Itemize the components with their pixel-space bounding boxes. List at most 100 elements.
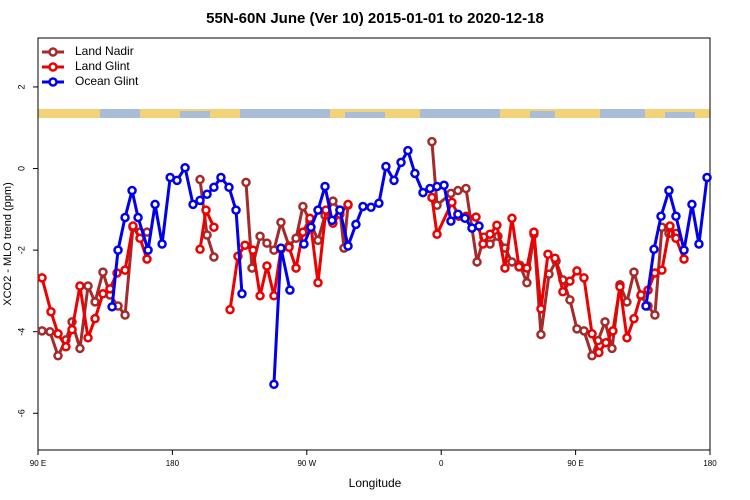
point: [240, 240, 250, 250]
point: [335, 205, 345, 215]
point: [485, 229, 495, 239]
point: [128, 221, 138, 231]
point: [522, 263, 532, 273]
point: [67, 324, 77, 335]
point: [447, 197, 457, 208]
point: [650, 310, 660, 320]
x-tick-label: 90 E: [567, 459, 583, 468]
point: [306, 222, 316, 233]
series-line: [244, 182, 350, 270]
point: [679, 254, 689, 264]
point: [671, 233, 681, 244]
point: [98, 289, 108, 299]
point: [262, 261, 272, 271]
point: [195, 244, 205, 255]
point: [255, 231, 265, 241]
point: [195, 174, 205, 185]
point: [231, 205, 241, 215]
point: [202, 189, 212, 199]
point: [188, 199, 198, 210]
point: [209, 252, 219, 262]
point: [241, 177, 251, 188]
point: [320, 181, 330, 192]
point: [507, 213, 517, 224]
point: [418, 187, 428, 198]
point: [284, 242, 294, 253]
series: [107, 145, 712, 390]
point: [120, 310, 130, 320]
point: [608, 326, 618, 336]
point: [216, 172, 226, 183]
point: [601, 337, 611, 348]
point: [474, 221, 484, 231]
point: [143, 245, 153, 255]
point: [133, 212, 143, 223]
point: [195, 195, 205, 206]
legend-marker: [48, 77, 58, 87]
point: [313, 205, 323, 215]
point: [75, 343, 85, 354]
point: [471, 212, 481, 222]
point: [522, 278, 532, 288]
chart-title: 55N-60N June (Ver 10) 2015-01-01 to 2020…: [206, 10, 544, 27]
point: [664, 185, 674, 196]
point: [269, 379, 279, 390]
point: [37, 273, 47, 283]
point: [374, 198, 384, 208]
point: [656, 211, 666, 222]
point: [492, 220, 502, 230]
point: [665, 221, 675, 231]
point: [579, 326, 589, 336]
point: [600, 317, 610, 327]
point: [453, 209, 463, 219]
point: [120, 212, 130, 223]
point: [327, 215, 337, 226]
point: [276, 217, 286, 228]
land-ocean-strip: [38, 109, 710, 118]
point: [291, 233, 301, 244]
point: [446, 216, 456, 226]
point: [514, 262, 524, 272]
point: [453, 185, 463, 196]
point: [657, 265, 667, 275]
point: [61, 342, 71, 352]
point: [343, 199, 353, 210]
point: [629, 313, 639, 324]
point: [172, 175, 182, 186]
y-tick-label: 2: [16, 84, 26, 89]
point: [98, 267, 108, 277]
point: [53, 351, 63, 361]
point: [313, 235, 323, 246]
point: [90, 313, 100, 324]
point: [298, 201, 308, 212]
point: [472, 257, 482, 267]
point: [46, 306, 56, 317]
point: [565, 276, 575, 286]
point: [202, 230, 212, 240]
y-tick-label: -6: [16, 409, 26, 417]
point: [636, 290, 646, 300]
point: [615, 282, 625, 292]
point: [262, 238, 272, 248]
point: [37, 326, 47, 336]
point: [328, 196, 338, 206]
x-axis-label: Longitude: [349, 476, 402, 490]
point: [622, 333, 632, 343]
point: [298, 227, 308, 237]
point: [83, 333, 93, 343]
point: [209, 222, 219, 233]
point: [702, 172, 712, 183]
point: [579, 273, 589, 283]
y-tick-label: -4: [16, 328, 26, 336]
point: [536, 304, 546, 314]
point: [478, 239, 488, 249]
x-tick-label: 180: [166, 459, 180, 468]
point: [403, 145, 413, 156]
point: [410, 168, 420, 179]
point: [529, 227, 539, 237]
point: [427, 136, 437, 147]
x-tick-label: 180: [703, 459, 717, 468]
x-tick-label: 90 E: [30, 459, 46, 468]
point: [237, 289, 247, 299]
